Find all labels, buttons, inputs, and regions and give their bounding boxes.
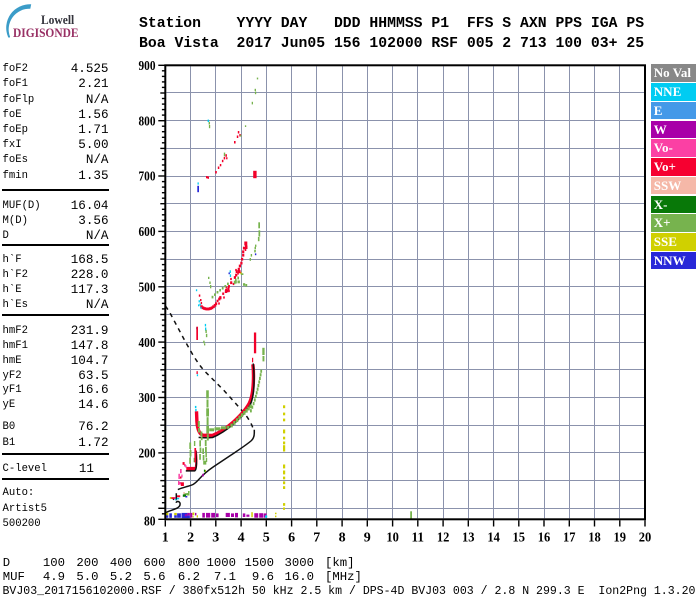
svg-text:5: 5 [263,531,270,546]
svg-text:500: 500 [139,279,156,294]
svg-text:8: 8 [339,531,346,546]
svg-text:12: 12 [437,531,450,546]
svg-text:1: 1 [162,531,169,546]
svg-text:19: 19 [614,531,627,546]
svg-text:3: 3 [212,531,219,546]
svg-text:9: 9 [364,531,371,546]
svg-text:16: 16 [538,531,551,546]
svg-text:2: 2 [187,531,194,546]
svg-text:15: 15 [513,531,526,546]
svg-text:900: 900 [139,58,156,73]
svg-text:300: 300 [139,390,156,405]
svg-text:18: 18 [588,531,601,546]
svg-text:4: 4 [238,531,245,546]
svg-text:700: 700 [139,169,156,184]
svg-text:600: 600 [139,224,156,239]
svg-text:800: 800 [139,113,156,128]
svg-text:20: 20 [639,531,652,546]
svg-text:7: 7 [313,531,320,546]
svg-text:200: 200 [139,446,156,461]
svg-text:400: 400 [139,335,156,350]
svg-text:13: 13 [462,531,475,546]
svg-text:14: 14 [487,531,500,546]
svg-text:17: 17 [563,531,576,546]
svg-text:80: 80 [144,513,156,528]
svg-text:11: 11 [412,531,425,546]
svg-text:10: 10 [386,531,399,546]
svg-text:6: 6 [288,531,295,546]
